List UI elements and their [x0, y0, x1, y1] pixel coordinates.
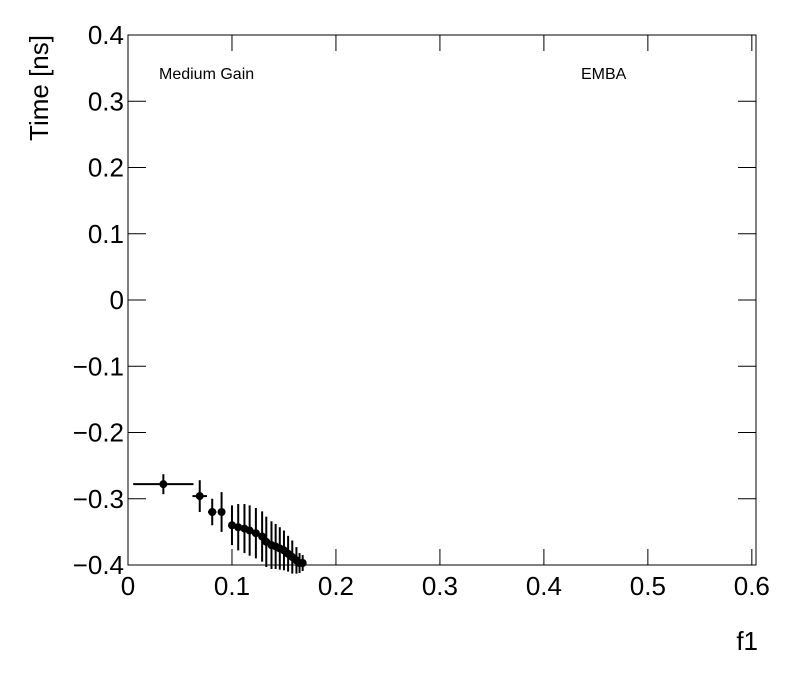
data-point — [234, 523, 243, 532]
y-tick-label: 0 — [110, 285, 124, 315]
x-tick-label: 0.1 — [214, 571, 250, 601]
data-point — [298, 559, 307, 568]
data-point — [195, 492, 204, 501]
data-point — [227, 521, 236, 530]
y-tick-label: 0.4 — [88, 20, 124, 50]
y-axis-label: Time [ns] — [24, 35, 54, 141]
y-tick-label: −0.2 — [73, 418, 124, 448]
y-tick-label: 0.1 — [88, 219, 124, 249]
y-tick-label: −0.3 — [73, 484, 124, 514]
annotation: EMBA — [581, 66, 627, 83]
x-tick-label: 0.6 — [734, 571, 770, 601]
y-tick-label: 0.2 — [88, 153, 124, 183]
data-point — [245, 526, 254, 535]
data-point — [159, 480, 168, 489]
y-tick-label: −0.4 — [73, 550, 124, 580]
x-axis-label: f1 — [736, 626, 758, 656]
x-tick-label: 0.2 — [318, 571, 354, 601]
y-tick-label: −0.1 — [73, 351, 124, 381]
annotation: Medium Gain — [159, 66, 254, 83]
data-point — [251, 529, 260, 538]
y-tick-label: 0.3 — [88, 86, 124, 116]
x-tick-label: 0.4 — [526, 571, 562, 601]
data-point — [217, 508, 226, 516]
data-point — [208, 508, 217, 516]
x-tick-label: 0.5 — [630, 571, 666, 601]
x-tick-label: 0.3 — [422, 571, 458, 601]
x-tick-label: 0 — [121, 571, 135, 601]
